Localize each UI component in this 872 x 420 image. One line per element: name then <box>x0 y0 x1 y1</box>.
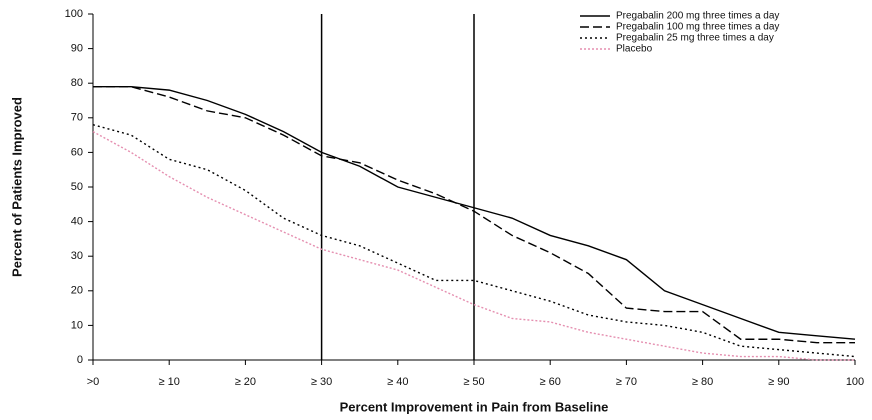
x-tick-label: ≥ 60 <box>540 376 561 388</box>
series-line <box>93 85 855 344</box>
y-tick-label: 50 <box>71 181 83 193</box>
y-tick-label: 40 <box>71 216 83 228</box>
y-axis-title: Percent of Patients Improved <box>9 97 24 277</box>
y-tick-label: 70 <box>71 112 83 124</box>
x-tick-label: 100 <box>846 376 864 388</box>
x-tick-label: ≥ 80 <box>692 376 713 388</box>
y-tick-label: 0 <box>77 354 83 366</box>
x-tick-label: ≥ 50 <box>463 376 484 388</box>
x-tick-label: ≥ 70 <box>616 376 637 388</box>
y-tick-label: 60 <box>71 146 83 158</box>
x-tick-label: >0 <box>87 376 100 388</box>
x-axis-title: Percent Improvement in Pain from Baselin… <box>340 399 609 414</box>
x-tick-label: ≥ 30 <box>311 376 332 388</box>
y-tick-label: 30 <box>71 250 83 262</box>
legend-label: Placebo <box>616 44 653 55</box>
y-tick-label: 100 <box>65 8 83 20</box>
series-line <box>92 131 855 361</box>
legend-label: Pregabalin 100 mg three times a day <box>616 22 779 33</box>
y-tick-label: 90 <box>71 43 83 55</box>
y-tick-label: 20 <box>71 285 83 297</box>
series-line <box>93 85 856 340</box>
x-tick-label: ≥ 90 <box>768 376 789 388</box>
y-tick-label: 10 <box>71 319 83 331</box>
x-tick-label: ≥ 40 <box>387 376 408 388</box>
y-tick-label: 80 <box>71 77 83 89</box>
x-tick-label: ≥ 10 <box>159 376 180 388</box>
x-tick-label: ≥ 20 <box>235 376 256 388</box>
legend-label: Pregabalin 200 mg three times a day <box>616 11 779 22</box>
legend-label: Pregabalin 25 mg three times a day <box>616 33 774 44</box>
